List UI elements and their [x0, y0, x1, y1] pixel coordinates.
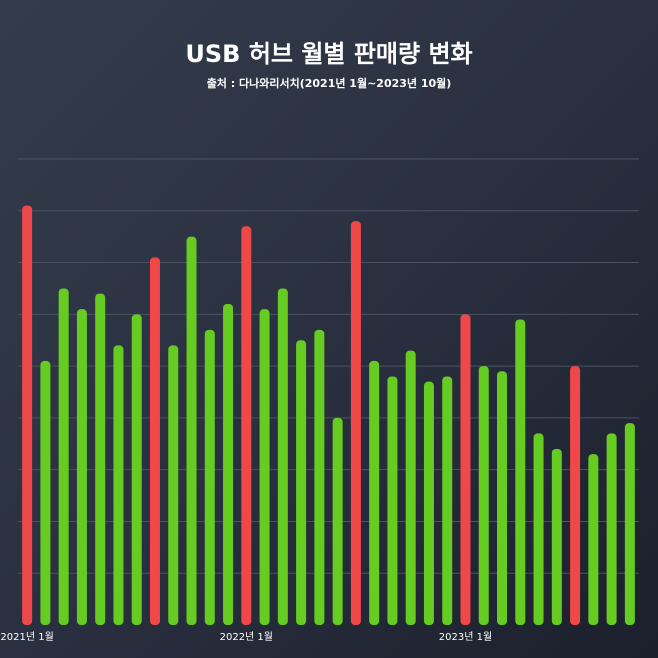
- bar: [223, 303, 234, 625]
- chart-title: USB 허브 월별 판매량 변화: [185, 40, 472, 68]
- bar: [277, 288, 288, 625]
- bar: [314, 329, 325, 625]
- bar: [588, 454, 599, 625]
- bar: [533, 433, 544, 625]
- bar: [186, 236, 197, 625]
- bar: [95, 293, 106, 625]
- bar: [259, 309, 270, 625]
- x-tick-label: 2023년 1월: [439, 631, 492, 643]
- bar: [168, 345, 179, 625]
- bar: [387, 376, 398, 625]
- bar: [113, 345, 124, 625]
- bar: [515, 319, 526, 625]
- bar: [405, 350, 416, 625]
- bar: [296, 340, 307, 625]
- bar: [22, 205, 33, 625]
- bar: [442, 376, 453, 625]
- bar: [204, 329, 215, 625]
- bar: [58, 288, 69, 625]
- x-tick-label: 2021년 1월: [0, 631, 53, 643]
- bar: [241, 226, 252, 626]
- bar: [149, 257, 160, 625]
- bar: [369, 360, 380, 625]
- bar: [76, 309, 87, 625]
- bar: [497, 371, 508, 625]
- bar: [606, 433, 617, 625]
- bar: [460, 314, 471, 625]
- chart-subtitle: 출처 : 다나와리서치(2021년 1월~2023년 10월): [207, 76, 452, 90]
- bar: [332, 417, 343, 625]
- bar: [350, 221, 361, 625]
- bar: [624, 423, 635, 625]
- bar: [478, 366, 489, 625]
- x-tick-label: 2022년 1월: [220, 631, 273, 643]
- bar: [423, 381, 434, 625]
- bar: [570, 366, 581, 625]
- bar: [40, 360, 51, 625]
- bar: [551, 448, 562, 625]
- bar: [131, 314, 142, 625]
